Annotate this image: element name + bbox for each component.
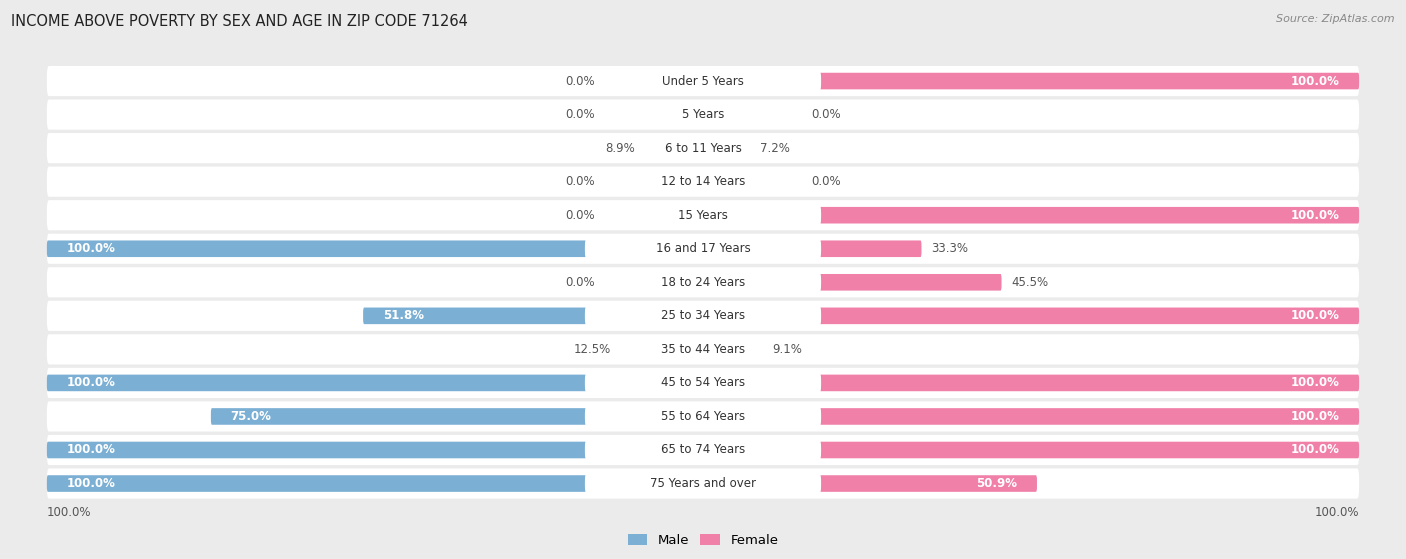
Text: 100.0%: 100.0% bbox=[46, 506, 91, 519]
FancyBboxPatch shape bbox=[585, 406, 821, 427]
FancyBboxPatch shape bbox=[46, 167, 1360, 197]
Text: 8.9%: 8.9% bbox=[605, 141, 634, 155]
FancyBboxPatch shape bbox=[46, 234, 1360, 264]
FancyBboxPatch shape bbox=[46, 442, 703, 458]
Text: 45.5%: 45.5% bbox=[1011, 276, 1049, 289]
FancyBboxPatch shape bbox=[46, 368, 1360, 398]
FancyBboxPatch shape bbox=[585, 305, 821, 326]
Text: 0.0%: 0.0% bbox=[565, 209, 595, 222]
FancyBboxPatch shape bbox=[703, 140, 751, 157]
FancyBboxPatch shape bbox=[621, 341, 703, 358]
Text: 16 and 17 Years: 16 and 17 Years bbox=[655, 242, 751, 255]
FancyBboxPatch shape bbox=[46, 200, 1360, 230]
Text: 45 to 54 Years: 45 to 54 Years bbox=[661, 376, 745, 390]
Text: 0.0%: 0.0% bbox=[565, 108, 595, 121]
Text: 6 to 11 Years: 6 to 11 Years bbox=[665, 141, 741, 155]
Text: 55 to 64 Years: 55 to 64 Years bbox=[661, 410, 745, 423]
Text: 100.0%: 100.0% bbox=[1315, 506, 1360, 519]
FancyBboxPatch shape bbox=[703, 442, 1360, 458]
FancyBboxPatch shape bbox=[585, 439, 821, 461]
FancyBboxPatch shape bbox=[46, 66, 1360, 96]
FancyBboxPatch shape bbox=[585, 138, 821, 159]
Text: 35 to 44 Years: 35 to 44 Years bbox=[661, 343, 745, 356]
FancyBboxPatch shape bbox=[703, 73, 1360, 89]
FancyBboxPatch shape bbox=[46, 468, 1360, 499]
FancyBboxPatch shape bbox=[211, 408, 703, 425]
FancyBboxPatch shape bbox=[703, 240, 921, 257]
Text: 12.5%: 12.5% bbox=[574, 343, 612, 356]
FancyBboxPatch shape bbox=[46, 334, 1360, 364]
FancyBboxPatch shape bbox=[644, 140, 703, 157]
Text: 7.2%: 7.2% bbox=[761, 141, 790, 155]
FancyBboxPatch shape bbox=[605, 274, 703, 291]
Text: 65 to 74 Years: 65 to 74 Years bbox=[661, 443, 745, 457]
Legend: Male, Female: Male, Female bbox=[627, 534, 779, 547]
Text: 0.0%: 0.0% bbox=[565, 74, 595, 88]
Text: 100.0%: 100.0% bbox=[66, 242, 115, 255]
Text: 18 to 24 Years: 18 to 24 Years bbox=[661, 276, 745, 289]
Text: 75 Years and over: 75 Years and over bbox=[650, 477, 756, 490]
FancyBboxPatch shape bbox=[703, 173, 801, 190]
FancyBboxPatch shape bbox=[703, 106, 801, 123]
Text: 100.0%: 100.0% bbox=[1291, 309, 1340, 323]
Text: 0.0%: 0.0% bbox=[811, 175, 841, 188]
FancyBboxPatch shape bbox=[585, 339, 821, 360]
FancyBboxPatch shape bbox=[605, 207, 703, 224]
Text: 0.0%: 0.0% bbox=[565, 175, 595, 188]
FancyBboxPatch shape bbox=[703, 375, 1360, 391]
Text: 5 Years: 5 Years bbox=[682, 108, 724, 121]
Text: 100.0%: 100.0% bbox=[1291, 209, 1340, 222]
Text: 100.0%: 100.0% bbox=[1291, 410, 1340, 423]
Text: 25 to 34 Years: 25 to 34 Years bbox=[661, 309, 745, 323]
FancyBboxPatch shape bbox=[703, 307, 1360, 324]
FancyBboxPatch shape bbox=[585, 205, 821, 226]
FancyBboxPatch shape bbox=[703, 341, 762, 358]
Text: 0.0%: 0.0% bbox=[811, 108, 841, 121]
Text: 12 to 14 Years: 12 to 14 Years bbox=[661, 175, 745, 188]
FancyBboxPatch shape bbox=[605, 173, 703, 190]
Text: 75.0%: 75.0% bbox=[231, 410, 271, 423]
FancyBboxPatch shape bbox=[605, 106, 703, 123]
FancyBboxPatch shape bbox=[585, 238, 821, 259]
Text: 100.0%: 100.0% bbox=[1291, 443, 1340, 457]
FancyBboxPatch shape bbox=[46, 240, 703, 257]
Text: Source: ZipAtlas.com: Source: ZipAtlas.com bbox=[1277, 14, 1395, 24]
FancyBboxPatch shape bbox=[46, 475, 703, 492]
FancyBboxPatch shape bbox=[605, 73, 703, 89]
Text: Under 5 Years: Under 5 Years bbox=[662, 74, 744, 88]
Text: 0.0%: 0.0% bbox=[565, 276, 595, 289]
FancyBboxPatch shape bbox=[703, 207, 1360, 224]
FancyBboxPatch shape bbox=[585, 104, 821, 125]
Text: 100.0%: 100.0% bbox=[66, 477, 115, 490]
FancyBboxPatch shape bbox=[46, 401, 1360, 432]
Text: 50.9%: 50.9% bbox=[976, 477, 1018, 490]
Text: 33.3%: 33.3% bbox=[931, 242, 969, 255]
Text: 9.1%: 9.1% bbox=[772, 343, 803, 356]
Text: 51.8%: 51.8% bbox=[382, 309, 423, 323]
Text: 100.0%: 100.0% bbox=[1291, 74, 1340, 88]
FancyBboxPatch shape bbox=[46, 133, 1360, 163]
FancyBboxPatch shape bbox=[46, 100, 1360, 130]
Text: INCOME ABOVE POVERTY BY SEX AND AGE IN ZIP CODE 71264: INCOME ABOVE POVERTY BY SEX AND AGE IN Z… bbox=[11, 14, 468, 29]
FancyBboxPatch shape bbox=[585, 372, 821, 394]
Text: 15 Years: 15 Years bbox=[678, 209, 728, 222]
FancyBboxPatch shape bbox=[46, 435, 1360, 465]
FancyBboxPatch shape bbox=[703, 475, 1038, 492]
FancyBboxPatch shape bbox=[46, 267, 1360, 297]
FancyBboxPatch shape bbox=[585, 70, 821, 92]
Text: 100.0%: 100.0% bbox=[1291, 376, 1340, 390]
FancyBboxPatch shape bbox=[585, 171, 821, 192]
FancyBboxPatch shape bbox=[46, 301, 1360, 331]
FancyBboxPatch shape bbox=[585, 272, 821, 293]
FancyBboxPatch shape bbox=[703, 274, 1001, 291]
Text: 100.0%: 100.0% bbox=[66, 376, 115, 390]
FancyBboxPatch shape bbox=[363, 307, 703, 324]
FancyBboxPatch shape bbox=[585, 473, 821, 494]
FancyBboxPatch shape bbox=[703, 408, 1360, 425]
Text: 100.0%: 100.0% bbox=[66, 443, 115, 457]
FancyBboxPatch shape bbox=[46, 375, 703, 391]
